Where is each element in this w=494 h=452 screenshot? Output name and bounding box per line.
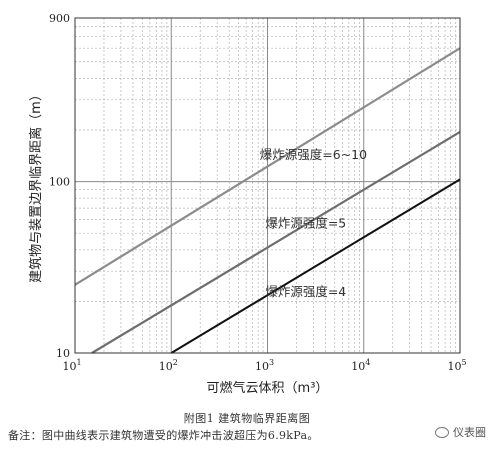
series-line-2: [91, 130, 461, 354]
x-tick-label: 102: [159, 358, 178, 373]
plot-frame: [74, 17, 461, 354]
y-tick-label: 10: [56, 347, 70, 360]
series-label-1: 爆炸源强度=6~10: [260, 147, 367, 162]
figure-note: 备注：图中曲线表示建筑物遭受的爆炸冲击波超压为6.9kPa。: [8, 429, 319, 442]
x-tick-label: 104: [351, 358, 370, 373]
figure-caption: 附图1 建筑物临界距离图: [183, 412, 311, 425]
y-tick-label: 900: [49, 12, 70, 25]
x-axis-title: 可燃气云体积（m³）: [207, 380, 329, 396]
series-label-3: 爆炸源强度=4: [265, 284, 346, 299]
x-tick-label: 101: [62, 358, 81, 373]
series-line-1: [74, 47, 461, 286]
series-label-2: 爆炸源强度=5: [265, 215, 346, 230]
y-axis-title: 建筑物与装置边界临界距离（m）: [28, 88, 44, 283]
watermark: 仪表圈: [435, 424, 486, 440]
series-line-3: [170, 178, 461, 354]
watermark-text: 仪表圈: [453, 426, 486, 439]
chart: 爆炸源强度=6~10 爆炸源强度=5 爆炸源强度=4 10 100 900 101 102 10…: [28, 12, 467, 396]
x-tick-label: 103: [255, 358, 274, 373]
y-tick-label: 100: [49, 176, 70, 189]
wechat-icon: [435, 426, 449, 438]
x-tick-label: 105: [447, 358, 466, 373]
